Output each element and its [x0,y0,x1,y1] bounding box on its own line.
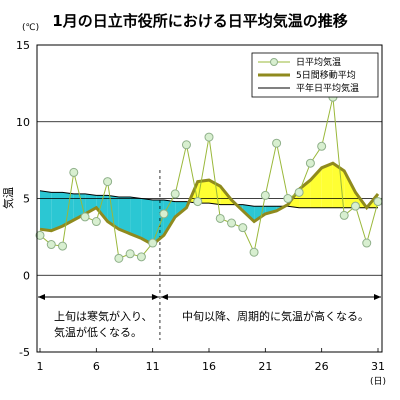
fill-areas [40,163,378,245]
data-point [170,189,180,199]
data-point [136,252,146,262]
y-axis-label: 気温 [1,187,15,209]
x-tick-label: 31 [371,360,385,373]
data-point [159,209,169,219]
data-point [80,212,90,222]
data-point [283,194,293,203]
gridlines [37,121,382,352]
data-point [181,140,191,150]
y-axis-unit: (℃) [22,23,39,33]
x-tick-label: 1 [37,360,44,373]
data-point [103,177,113,187]
data-point [272,138,282,148]
fill-segment [141,198,153,245]
plot-frame [36,44,383,353]
fill-segment [118,197,131,234]
chart-title: 1月の日立市役所における日平均気温の推移 [52,12,347,30]
data-point [317,141,327,151]
data-point [91,217,101,227]
fill-segment [332,163,345,208]
x-tick-label: 16 [202,360,216,373]
x-tick-label: 11 [146,360,160,373]
legend-label: 5日間移動平均 [296,69,356,81]
data-point [227,218,237,228]
data-point [249,247,259,257]
series-normal-line [39,190,378,209]
data-point [294,187,304,197]
data-point [362,238,372,248]
arrow-head-left [160,294,168,300]
series-moving-average-line [39,161,380,247]
arrow-head-right [151,294,159,300]
data-point [193,197,203,207]
legend-marker-daily-mean [270,58,278,66]
data-point [260,190,270,200]
legend-label: 平年日平均気温 [296,82,359,94]
legend-label: 日平均気温 [296,56,341,68]
data-points [35,92,383,263]
arrow-head-left [38,294,45,300]
fill-segment [130,197,142,239]
arrow-head-right [374,294,381,300]
data-point [148,238,158,248]
data-point [215,213,225,223]
fill-segment [51,192,63,231]
annotations: 上旬は寒気が入り、気温が低くなる。 中旬以降、周期的に気温が高くなる。 [38,294,381,339]
y-tick-label: 5 [23,193,30,206]
data-point [58,241,68,251]
y-tick-label: 15 [16,39,30,52]
data-point [339,210,349,220]
data-point [305,158,315,168]
data-point [125,249,135,259]
data-point [69,167,79,177]
data-point [35,230,45,240]
annotation-early-january: 気温が低くなる。 [54,325,142,339]
data-point [373,197,383,207]
x-axis-unit: (日) [370,376,386,387]
x-tick-label: 6 [93,360,100,373]
fill-segment [321,163,333,208]
fill-segment [96,195,108,222]
y-tick-label: 10 [16,116,30,129]
x-tick-label: 26 [315,360,329,373]
data-point [46,240,56,250]
data-point [204,132,214,142]
data-point [114,253,124,263]
data-point [350,201,360,211]
y-tick-label: -5 [19,346,30,359]
x-tick-label: 21 [258,360,272,373]
y-tick-label: 0 [23,269,30,282]
annotation-mid-january: 中旬以降、周期的に気温が高くなる。 [182,309,369,323]
fill-segment [299,180,311,208]
data-point [238,223,248,233]
fill-segment [40,190,52,231]
annotation-early-january: 上旬は寒気が入り、 [54,309,153,323]
